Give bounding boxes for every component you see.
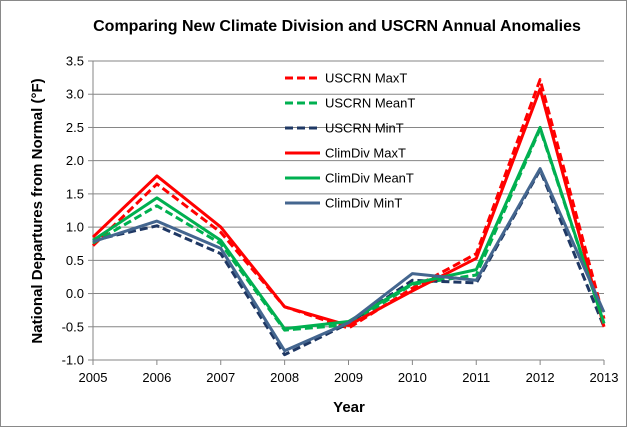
y-tick-label: 3.0	[66, 87, 84, 102]
y-tick-labels: -1.0 -0.5 0.0 0.5 1.0 1.5 2.0 2.5 3.0 3.5	[62, 54, 84, 368]
x-tick-label: 2009	[334, 370, 363, 385]
legend-label: ClimDiv MinT	[325, 196, 402, 211]
series-line-uscrn-maxt	[91, 78, 606, 330]
y-tick-label: -0.5	[62, 319, 84, 334]
x-axis-title: Year	[333, 399, 365, 416]
x-tick-labels: 2005 2006 2007 2008 2009 2010 2011 2012 2013	[79, 370, 619, 385]
legend: USCRN MaxT USCRN MeanT USCRN MinT ClimDiv M…	[285, 71, 415, 211]
series-lines	[91, 78, 606, 357]
y-tick-label: 0.5	[66, 253, 84, 268]
y-tick-label: -1.0	[62, 353, 84, 368]
x-tick-label: 2008	[270, 370, 299, 385]
legend-label: USCRN MeanT	[325, 96, 415, 111]
y-tick-label: 3.5	[66, 54, 84, 69]
y-tick-label: 2.5	[66, 120, 84, 135]
y-tick-label: 1.5	[66, 186, 84, 201]
x-tick-label: 2011	[462, 370, 490, 385]
legend-label: ClimDiv MaxT	[325, 146, 406, 161]
series-line-climdiv-maxt	[91, 87, 606, 328]
series-line-climdiv-mint	[92, 167, 606, 353]
chart-title: Comparing New Climate Division and USCRN…	[93, 18, 581, 35]
legend-label: USCRN MaxT	[325, 71, 407, 86]
axes	[88, 60, 605, 365]
legend-label: USCRN MinT	[325, 121, 404, 136]
y-tick-label: 0.0	[66, 286, 84, 301]
y-tick-label: 2.0	[66, 153, 84, 168]
x-tick-label: 2010	[398, 370, 427, 385]
x-tick-label: 2012	[526, 370, 555, 385]
x-tick-label: 2005	[79, 370, 108, 385]
x-tick-label: 2013	[590, 370, 619, 385]
legend-label: ClimDiv MeanT	[325, 171, 414, 186]
y-axis-title: National Departures from Normal (°F)	[29, 78, 46, 343]
y-tick-label: 1.0	[66, 220, 84, 235]
x-tick-label: 2007	[206, 370, 235, 385]
x-tick-label: 2006	[142, 370, 171, 385]
